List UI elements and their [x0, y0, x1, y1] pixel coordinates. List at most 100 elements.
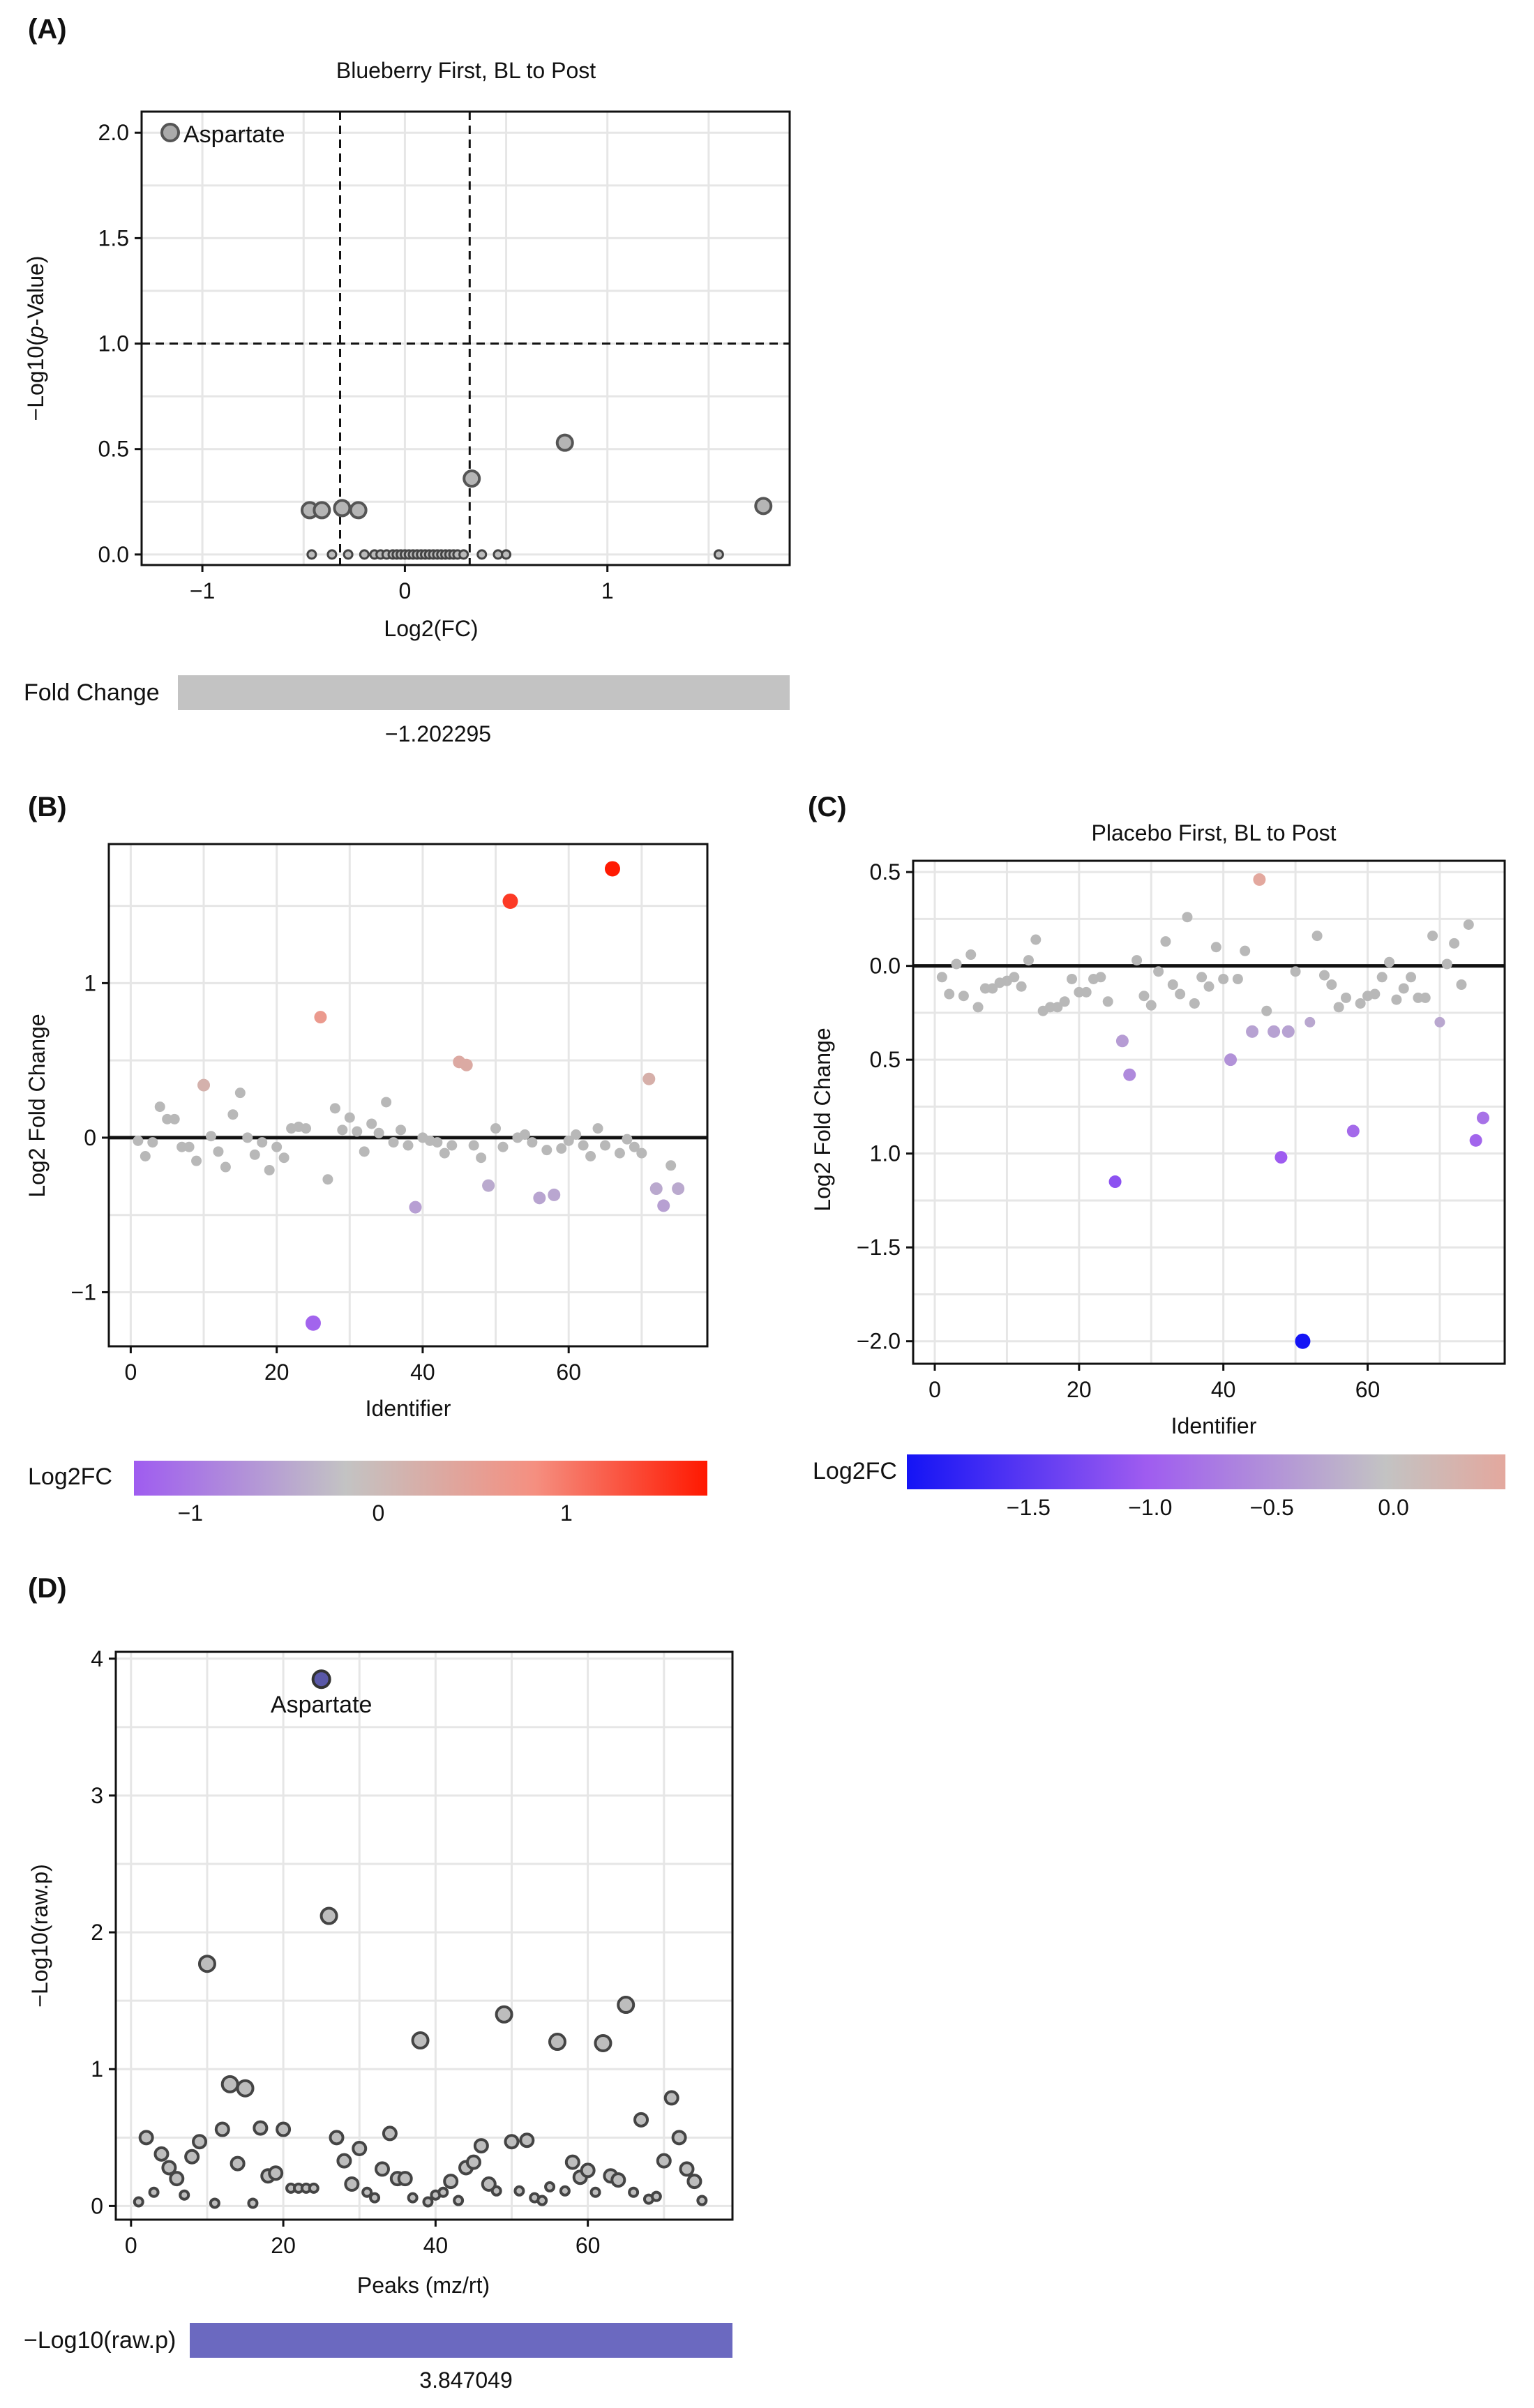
data-point	[1175, 988, 1186, 1000]
data-point	[397, 2171, 413, 2187]
data-point	[628, 2186, 640, 2198]
data-point	[533, 1191, 546, 1205]
data-point	[344, 1112, 355, 1123]
panel-c-colorbar-label: Log2FC	[813, 1458, 897, 1484]
panel-d-grid	[116, 1652, 732, 2220]
data-point	[268, 2165, 284, 2181]
data-point	[1009, 972, 1020, 983]
data-point	[594, 2033, 612, 2052]
data-point	[214, 2121, 230, 2137]
data-point	[979, 983, 991, 994]
panel-c-title: Placebo First, BL to Post	[1092, 820, 1337, 845]
data-point	[446, 1140, 458, 1151]
data-point	[1449, 938, 1460, 949]
data-point	[148, 2186, 160, 2198]
data-point	[1160, 936, 1171, 947]
data-point	[672, 1182, 685, 1196]
data-point	[1333, 1002, 1344, 1013]
panel-d-colorbar-label: −Log10(raw.p)	[24, 2327, 176, 2354]
data-point	[1196, 972, 1208, 983]
data-point	[519, 2132, 535, 2149]
y-tick-label: 2	[91, 1920, 103, 1945]
panel-a-legend: Aspartate	[160, 121, 285, 148]
data-point	[138, 2130, 154, 2146]
data-point	[352, 1126, 363, 1137]
data-point	[220, 1161, 231, 1173]
panel-d-highlight-label: Aspartate	[271, 1692, 373, 1718]
data-point	[1115, 1034, 1129, 1048]
y-tick-label: 4	[91, 1646, 103, 1671]
data-point	[1232, 973, 1243, 984]
data-point	[1108, 1175, 1122, 1189]
data-point	[257, 1137, 268, 1148]
data-point	[1218, 973, 1229, 984]
data-point	[1044, 1002, 1055, 1013]
data-point	[329, 1103, 340, 1114]
x-tick-label: 1	[601, 578, 614, 603]
x-tick-label: 60	[576, 2233, 601, 2258]
panel-a-y-axis-label-part-2: p	[23, 326, 48, 339]
panel-c-grid	[913, 861, 1505, 1364]
data-point	[1295, 1333, 1311, 1349]
data-point	[352, 2141, 368, 2157]
data-point	[460, 1058, 473, 1071]
data-point	[1476, 1111, 1489, 1124]
panel-b-colorbar: Log2FC −1 0 1	[28, 1461, 707, 1526]
panel-c-plot-frame	[912, 859, 1506, 1365]
panel-d-x-axis: 0 20 40 60	[125, 2220, 601, 2258]
data-point	[1463, 919, 1474, 930]
x-tick-label: 60	[556, 1360, 581, 1385]
data-point	[972, 1002, 984, 1013]
data-point	[1268, 1025, 1281, 1038]
data-point-small	[501, 549, 512, 560]
data-point	[344, 2176, 360, 2192]
panel-d-colorbar-bar	[190, 2323, 732, 2358]
panel-a-points	[300, 433, 773, 560]
data-point	[1059, 996, 1070, 1007]
data-point	[409, 1201, 422, 1214]
data-point	[422, 2196, 434, 2208]
panel-c-label: (C)	[808, 792, 847, 822]
panel-a: (A) Blueberry First, BL to Post −1 0 1 0.0…	[23, 14, 791, 746]
data-point	[536, 2195, 548, 2206]
colorbar-tick-label: 0.0	[1378, 1495, 1408, 1520]
y-tick-label: 1.5	[98, 225, 129, 250]
data-point	[381, 1097, 392, 1108]
panel-b-colorbar-label: Log2FC	[28, 1463, 112, 1490]
data-point	[1253, 873, 1266, 886]
data-point	[1240, 945, 1251, 956]
data-point-small	[713, 549, 724, 560]
data-point	[1081, 986, 1092, 998]
data-point	[1398, 983, 1409, 994]
x-tick-label: 20	[1067, 1377, 1092, 1402]
data-point	[1346, 1124, 1360, 1138]
data-point	[276, 2121, 292, 2137]
panel-a-x-axis: −1 0 1	[190, 565, 614, 603]
data-point	[1281, 1025, 1295, 1038]
data-point	[191, 1155, 202, 1166]
data-point	[1030, 934, 1042, 945]
panel-b-x-axis-label: Identifier	[366, 1396, 451, 1421]
data-point	[497, 1141, 509, 1152]
panel-b-plot-frame	[107, 843, 709, 1348]
data-point	[369, 2192, 381, 2204]
data-point	[314, 1011, 327, 1024]
data-point	[482, 1179, 495, 1192]
data-point	[176, 1141, 188, 1152]
data-point	[153, 2146, 170, 2162]
data-point	[564, 2154, 580, 2170]
data-point	[1469, 1134, 1482, 1147]
panel-c-x-axis: 0 20 40 60	[928, 1364, 1380, 1402]
data-point	[563, 1135, 574, 1146]
data-point	[1304, 1016, 1316, 1028]
panel-a-thresholds	[142, 112, 790, 565]
y-tick-label: 1.0	[870, 1141, 901, 1166]
data-point	[589, 2186, 601, 2198]
y-tick-label: 3	[91, 1783, 103, 1808]
data-point	[329, 2130, 345, 2146]
data-point	[247, 2197, 259, 2209]
data-point	[556, 1143, 567, 1154]
colorbar-tick-label: −0.5	[1250, 1495, 1294, 1520]
data-point	[679, 2161, 695, 2177]
data-point	[617, 1996, 636, 2015]
